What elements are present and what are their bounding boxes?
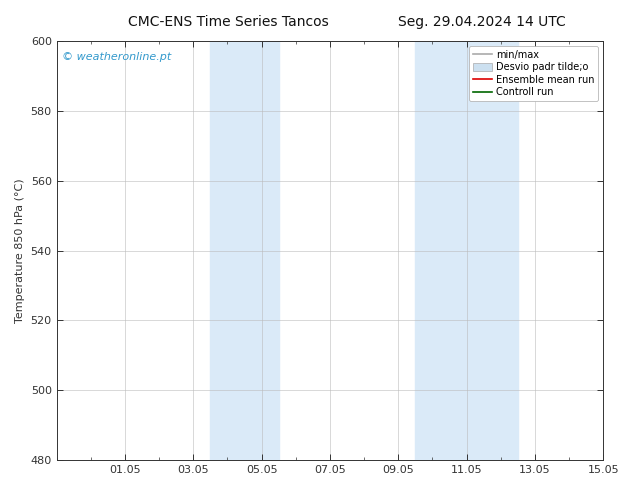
Text: CMC-ENS Time Series Tancos: CMC-ENS Time Series Tancos [128, 15, 328, 29]
Y-axis label: Temperature 850 hPa (°C): Temperature 850 hPa (°C) [15, 178, 25, 323]
Legend: min/max, Desvio padr tilde;o, Ensemble mean run, Controll run: min/max, Desvio padr tilde;o, Ensemble m… [469, 46, 598, 101]
Bar [210, 41, 279, 460]
Text: Seg. 29.04.2024 14 UTC: Seg. 29.04.2024 14 UTC [398, 15, 566, 29]
Text: © weatheronline.pt: © weatheronline.pt [62, 51, 171, 62]
Bar [415, 41, 518, 460]
